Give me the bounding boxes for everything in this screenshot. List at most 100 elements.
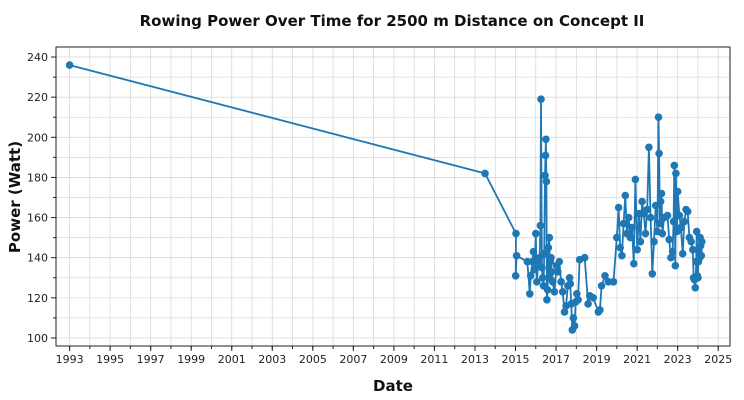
data-point xyxy=(641,229,650,238)
data-point xyxy=(698,237,706,246)
data-point xyxy=(574,296,582,304)
data-point xyxy=(560,308,569,316)
data-point xyxy=(544,243,553,252)
data-point xyxy=(616,243,624,252)
data-point xyxy=(626,233,635,242)
data-point xyxy=(548,278,557,286)
data-point xyxy=(694,274,702,282)
data-point xyxy=(655,149,663,158)
data-point xyxy=(638,197,646,206)
data-point xyxy=(697,251,706,260)
y-tick-label: 180 xyxy=(27,171,48,184)
y-axis-label: Power (Watt) xyxy=(6,141,24,253)
data-point xyxy=(683,207,692,216)
x-tick-label: 2007 xyxy=(339,353,367,366)
x-tick-label: 2021 xyxy=(623,353,651,366)
data-point xyxy=(670,161,679,170)
data-point xyxy=(597,282,606,290)
data-point xyxy=(613,233,621,242)
data-point xyxy=(533,278,541,286)
x-tick-label: 2019 xyxy=(583,353,611,366)
data-point xyxy=(619,219,628,228)
data-point xyxy=(692,227,701,236)
data-point xyxy=(672,169,680,178)
x-tick-label: 2001 xyxy=(218,353,246,366)
data-point xyxy=(596,306,604,314)
data-point xyxy=(643,205,651,214)
chart-title: Rowing Power Over Time for 2500 m Distan… xyxy=(140,12,645,30)
data-point xyxy=(545,233,554,242)
data-point xyxy=(691,284,700,292)
data-point xyxy=(668,247,677,256)
data-point xyxy=(511,272,520,280)
x-tick-label: 2015 xyxy=(502,353,530,366)
data-point xyxy=(532,229,540,238)
data-point xyxy=(547,268,556,276)
data-point xyxy=(645,143,653,152)
x-tick-label: 2003 xyxy=(258,353,286,366)
data-point xyxy=(541,171,549,180)
data-point xyxy=(656,197,665,206)
data-point xyxy=(542,135,550,144)
x-tick-label: 1997 xyxy=(137,353,165,366)
x-tick-label: 2013 xyxy=(461,353,489,366)
data-point xyxy=(677,223,685,232)
data-point xyxy=(630,259,638,268)
data-point xyxy=(671,261,680,270)
data-point xyxy=(687,237,695,246)
x-tick-label: 2005 xyxy=(299,353,327,366)
data-point xyxy=(678,249,687,258)
data-point xyxy=(628,223,636,232)
data-point xyxy=(631,175,640,184)
data-point xyxy=(646,213,655,222)
data-point xyxy=(528,257,537,266)
data-point xyxy=(569,314,578,322)
data-point xyxy=(601,272,609,280)
data-point xyxy=(526,272,535,280)
data-point xyxy=(665,235,673,244)
data-point xyxy=(680,217,689,226)
data-point xyxy=(542,177,551,186)
data-point xyxy=(580,253,589,262)
data-point xyxy=(538,263,546,272)
x-tick-label: 1995 xyxy=(96,353,124,366)
data-point xyxy=(530,265,539,274)
data-point xyxy=(566,280,575,288)
data-point xyxy=(512,229,520,238)
data-point xyxy=(529,247,538,256)
data-point xyxy=(614,203,623,212)
data-point xyxy=(547,253,555,262)
data-point xyxy=(633,245,641,254)
y-tick-label: 200 xyxy=(27,131,48,144)
data-point xyxy=(558,288,567,296)
y-tick-label: 120 xyxy=(27,292,48,305)
x-tick-label: 2023 xyxy=(664,353,692,366)
data-point xyxy=(541,151,550,160)
data-point xyxy=(570,322,579,330)
data-point xyxy=(589,294,597,302)
data-point xyxy=(536,221,545,230)
data-point xyxy=(669,217,678,226)
data-point xyxy=(663,211,672,220)
data-point xyxy=(654,113,663,121)
data-point xyxy=(656,219,664,228)
data-point xyxy=(636,237,645,246)
y-tick-label: 220 xyxy=(27,91,48,104)
y-tick-label: 140 xyxy=(27,252,48,265)
data-point xyxy=(621,191,630,200)
data-point xyxy=(667,253,675,262)
x-tick-label: 2017 xyxy=(542,353,570,366)
data-point xyxy=(554,268,562,276)
data-point xyxy=(624,213,633,222)
data-point xyxy=(673,187,682,196)
data-point xyxy=(540,249,548,258)
data-point xyxy=(650,237,658,246)
series-layer xyxy=(65,61,706,334)
data-point xyxy=(675,211,684,220)
data-point xyxy=(537,95,545,103)
data-point xyxy=(550,288,559,296)
x-tick-label: 2025 xyxy=(704,353,732,366)
data-point xyxy=(584,300,592,308)
